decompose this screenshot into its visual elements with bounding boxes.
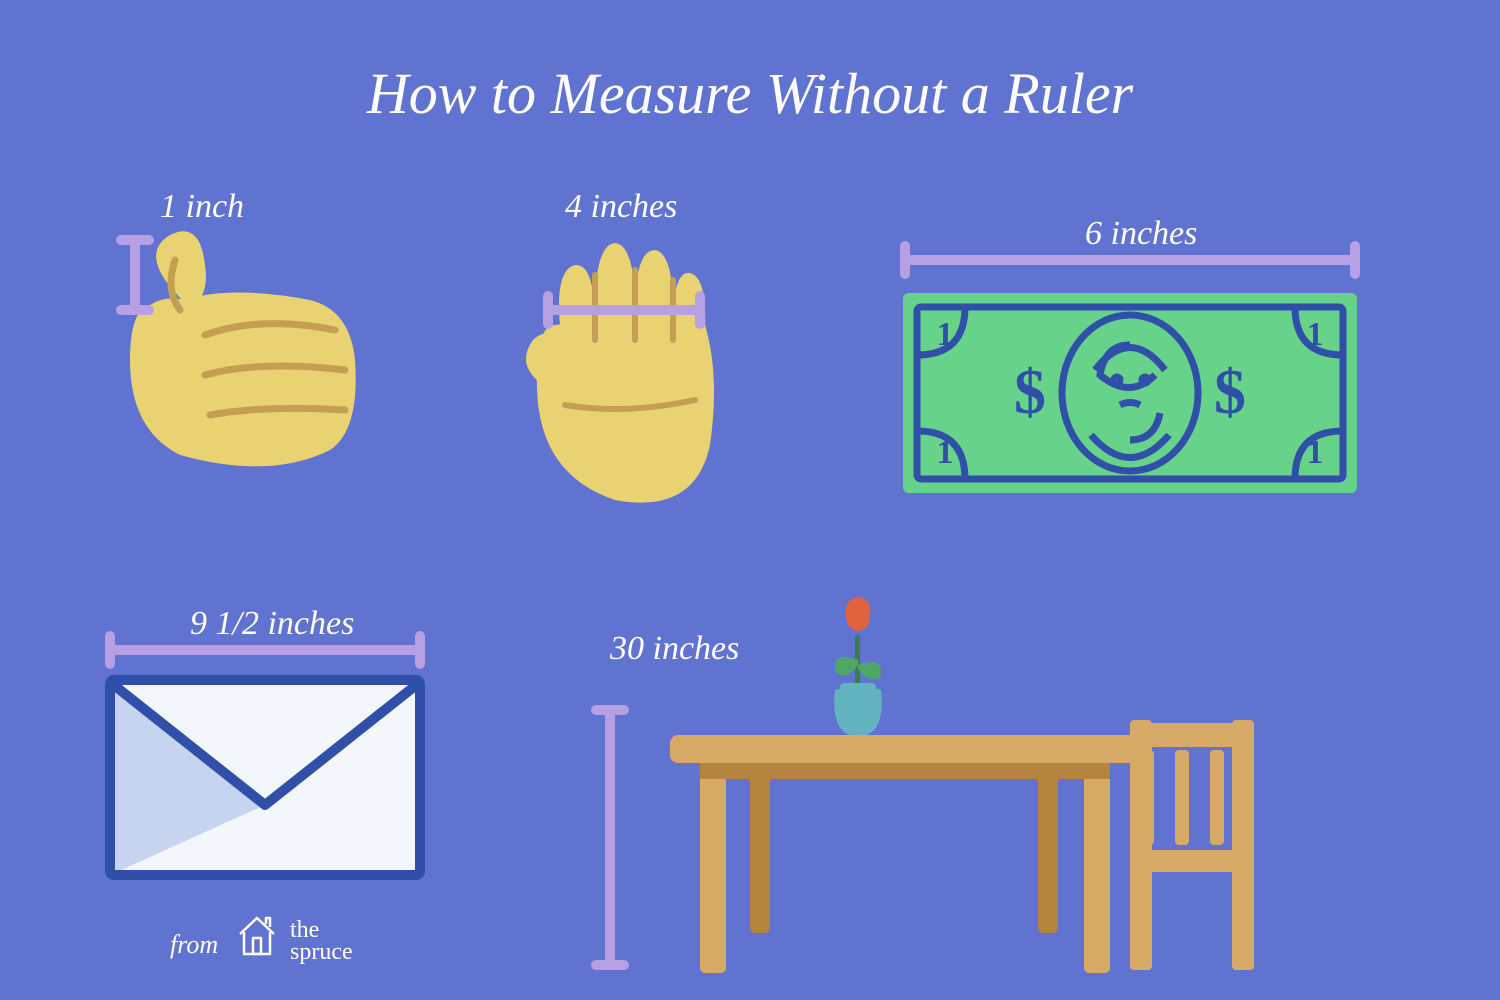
credit-brand-line2: spruce [290, 939, 353, 965]
measure-bars [0, 0, 1500, 1000]
house-icon [232, 910, 282, 960]
credit-brand: the spruce [290, 920, 353, 963]
credit-from: from [170, 930, 218, 960]
infographic-stage: How to Measure Without a Ruler 1 inch [0, 0, 1500, 1000]
